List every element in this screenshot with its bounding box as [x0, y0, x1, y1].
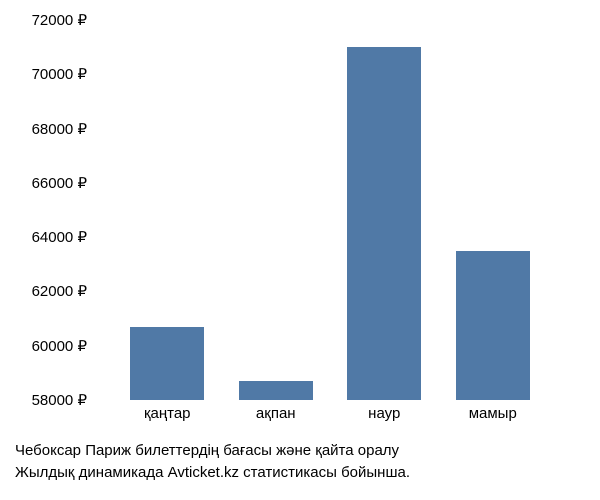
caption-line-2: Жылдық динамикада Avticket.kz статистика… — [15, 464, 410, 481]
y-tick-label: 72000 ₽ — [32, 11, 87, 29]
y-tick-label: 58000 ₽ — [32, 391, 87, 409]
bar — [239, 381, 313, 400]
x-tick-label: қаңтар — [113, 405, 222, 422]
chart-caption: Чебоксар Париж билеттердің бағасы және қ… — [15, 440, 595, 484]
bar — [456, 251, 530, 400]
caption-line-1: Чебоксар Париж билеттердің бағасы және қ… — [15, 442, 399, 459]
bar — [347, 47, 421, 400]
bars-container — [95, 20, 565, 400]
bar-slot — [222, 20, 331, 400]
plot-area: 58000 ₽60000 ₽62000 ₽64000 ₽66000 ₽68000… — [95, 20, 565, 400]
y-tick-label: 62000 ₽ — [32, 282, 87, 300]
x-tick-label: мамыр — [439, 405, 548, 422]
y-tick-label: 64000 ₽ — [32, 228, 87, 246]
y-tick-label: 66000 ₽ — [32, 174, 87, 192]
x-tick-label: наур — [330, 405, 439, 422]
bar — [130, 327, 204, 400]
price-bar-chart: 58000 ₽ 60000 ₽ 62000 ₽ 64000 ₽ 66000 ₽ 68000… — [0, 0, 600, 500]
y-tick-label: 70000 ₽ — [32, 65, 87, 83]
y-tick-label: 60000 ₽ — [32, 337, 87, 355]
y-tick-label: 68000 ₽ — [32, 120, 87, 138]
bar-slot — [439, 20, 548, 400]
bar-slot — [113, 20, 222, 400]
bar-slot — [330, 20, 439, 400]
x-axis-labels: қаңтарақпаннаурмамыр — [95, 405, 565, 422]
x-tick-label: ақпан — [222, 405, 331, 422]
